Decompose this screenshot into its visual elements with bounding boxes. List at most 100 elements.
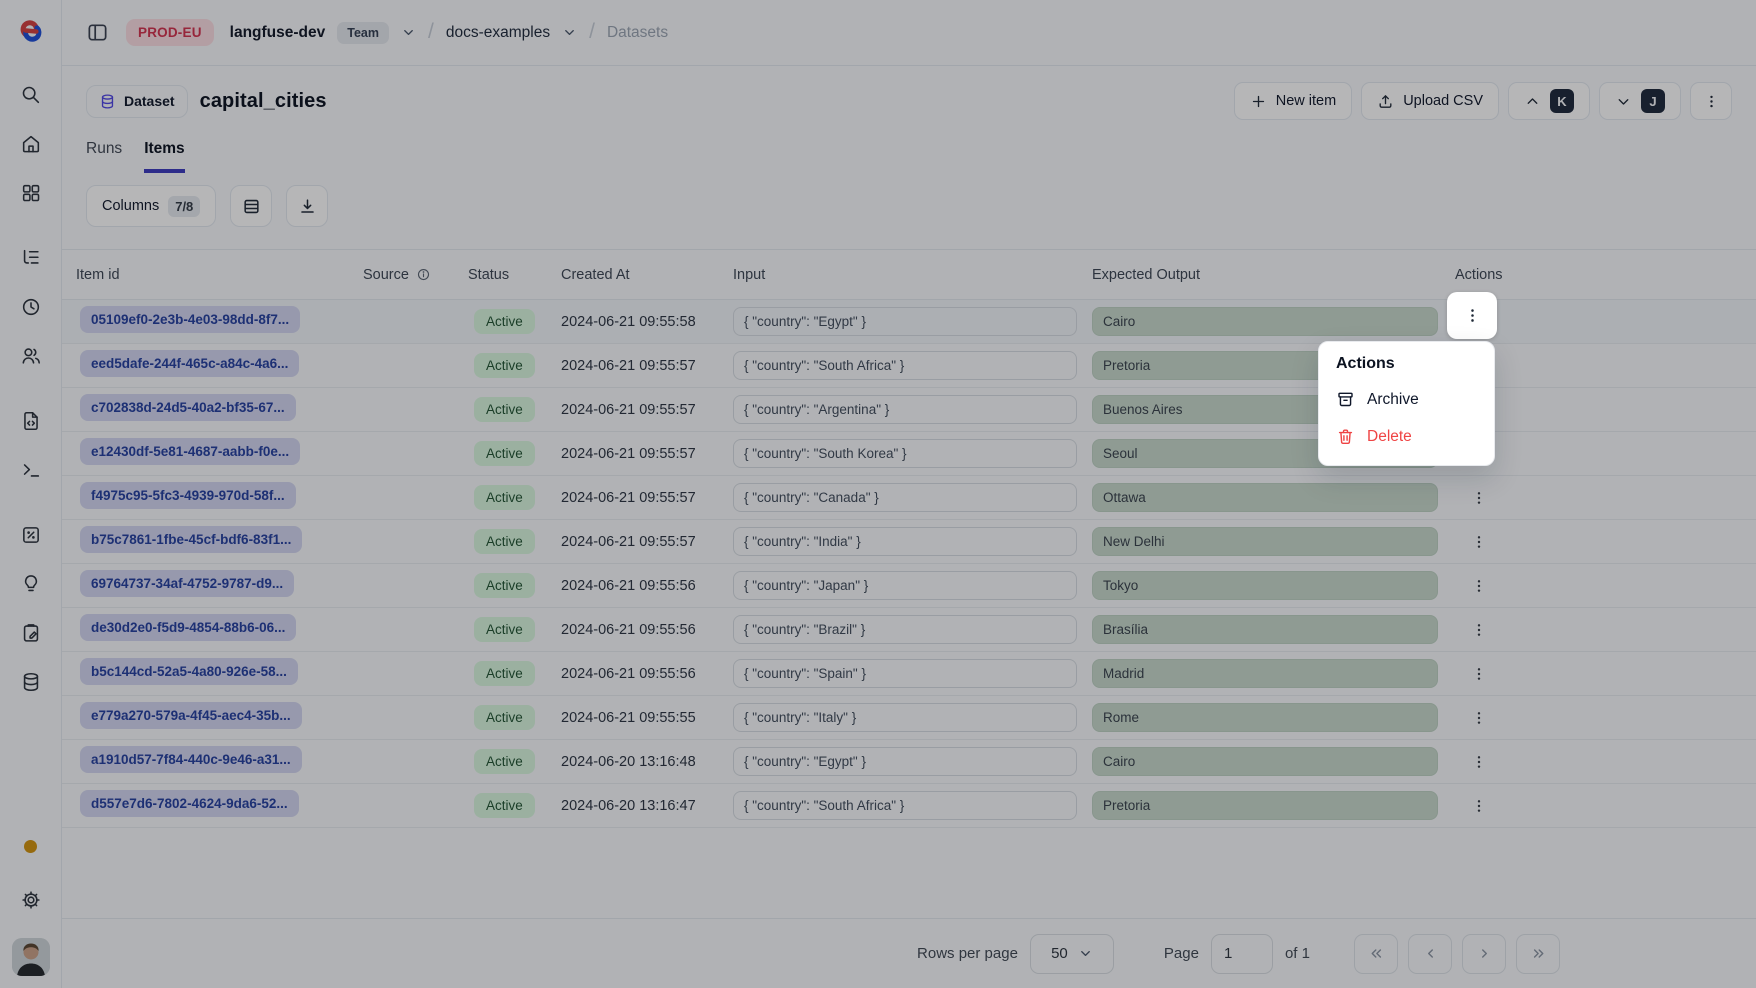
table-row[interactable]: b5c144cd-52a5-4a80-926e-58... Active 202… [62,652,1756,696]
rows-per-page-select[interactable]: 50 [1029,933,1114,974]
item-id-pill[interactable]: eed5dafe-244f-465c-a84c-4a6... [80,349,300,377]
created-at-cell: 2024-06-21 09:55:56 [561,665,696,682]
columns-button[interactable]: Columns 7/8 [86,185,217,227]
tab-runs[interactable]: Runs [86,140,123,157]
expected-output-cell: Cairo [1092,307,1438,336]
tab-items[interactable]: Items [144,140,185,173]
item-id-pill[interactable]: b5c144cd-52a5-4a80-926e-58... [80,657,298,685]
status-dot [24,840,37,853]
item-id-pill[interactable]: e12430df-5e81-4687-aabb-f0e... [80,437,301,465]
item-id-pill[interactable]: f4975c95-5fc3-4939-970d-58f... [80,481,296,509]
row-actions-kebab-button[interactable] [1461,481,1497,515]
row-actions-kebab-button[interactable] [1461,613,1497,647]
status-badge: Active [474,661,535,686]
breadcrumb-divider: / [589,19,595,43]
archive-icon [1338,392,1353,407]
breadcrumb-org[interactable]: langfuse-dev [229,23,326,41]
table-row[interactable]: f4975c95-5fc3-4939-970d-58f... Active 20… [62,476,1756,520]
breadcrumb-project[interactable]: docs-examples [445,23,551,41]
table-row[interactable]: b75c7861-1fbe-45cf-bdf6-83f1... Active 2… [62,520,1756,564]
status-badge: Active [474,705,535,730]
table-row[interactable]: 69764737-34af-4752-9787-d9... Active 202… [62,564,1756,608]
next-item-button[interactable]: J [1599,82,1681,120]
export-download-button[interactable] [286,185,329,227]
new-item-button[interactable]: New item [1233,82,1353,120]
playground-terminal-icon[interactable] [10,449,52,491]
prompts-file-code-icon[interactable] [10,400,52,442]
topbar: PROD-EU langfuse-dev Team / docs-example… [62,0,1756,66]
col-header-source[interactable]: Source [363,267,468,283]
row-actions-kebab-button[interactable] [1461,701,1497,735]
table-header-row: Item id Source Status Created At Input E… [62,250,1756,300]
created-at-cell: 2024-06-21 09:55:56 [561,577,696,594]
kebab-menu-icon [1477,755,1481,768]
user-avatar[interactable] [11,938,50,976]
menu-item-delete[interactable]: Delete [1319,418,1494,455]
table-row[interactable]: d557e7d6-7802-4624-9da6-52... Active 202… [62,784,1756,828]
first-page-button[interactable] [1354,933,1398,974]
langfuse-logo-icon[interactable] [16,16,46,46]
org-chevron-down-icon[interactable] [401,25,416,40]
sessions-clock-icon[interactable] [10,286,52,328]
home-icon[interactable] [10,123,52,165]
row-actions-kebab-button[interactable] [1461,569,1497,603]
table-row[interactable]: de30d2e0-f5d9-4854-88b6-06... Active 202… [62,608,1756,652]
search-icon[interactable] [10,74,52,116]
item-id-pill[interactable]: b75c7861-1fbe-45cf-bdf6-83f1... [80,525,303,553]
menu-item-archive[interactable]: Archive [1319,381,1494,418]
created-at-cell: 2024-06-21 09:55:57 [561,401,696,418]
col-header-input[interactable]: Input [733,266,766,283]
sidebar-toggle-icon[interactable] [80,16,114,50]
llm-judge-lightbulb-icon[interactable] [10,563,52,605]
item-id-pill[interactable]: 05109ef0-2e3b-4e03-98dd-8f7... [80,305,301,333]
chevron-up-icon [1527,97,1538,104]
table-row[interactable]: a1910d57-7f84-440c-9e46-a31... Active 20… [62,740,1756,784]
breadcrumb-section[interactable]: Datasets [606,23,669,41]
upload-csv-button[interactable]: Upload CSV [1361,82,1499,120]
col-header-expected-output[interactable]: Expected Output [1092,266,1201,283]
row-actions-kebab-button[interactable] [1461,657,1497,691]
item-id-pill[interactable]: e779a270-579a-4f45-aec4-35b... [80,701,302,729]
row-actions-kebab-button[interactable] [1461,525,1497,559]
annotation-clipboard-icon[interactable] [10,612,52,654]
page-number-input[interactable] [1210,933,1273,974]
row-actions-kebab-button[interactable] [1461,789,1497,823]
dataset-more-actions-button[interactable] [1690,82,1732,120]
header-actions: New item Upload CSV K J [1233,82,1732,120]
col-header-created-at[interactable]: Created At [561,266,630,283]
kebab-menu-icon [1477,491,1481,504]
prev-page-button[interactable] [1408,933,1452,974]
upload-icon [1379,94,1392,108]
evaluators-percent-icon[interactable] [10,514,52,556]
prev-item-button[interactable]: K [1508,82,1590,120]
table-row[interactable]: e779a270-579a-4f45-aec4-35b... Active 20… [62,696,1756,740]
item-id-pill[interactable]: d557e7d6-7802-4624-9da6-52... [80,789,299,817]
created-at-cell: 2024-06-21 09:55:57 [561,489,696,506]
table-row[interactable]: eed5dafe-244f-465c-a84c-4a6... Active 20… [62,344,1756,388]
datasets-database-icon[interactable] [10,661,52,703]
row-height-button[interactable] [230,185,273,227]
project-chevron-down-icon[interactable] [562,25,577,40]
expected-output-cell: Cairo [1092,747,1438,776]
item-id-pill[interactable]: de30d2e0-f5d9-4854-88b6-06... [80,613,297,641]
tracing-icon[interactable] [10,237,52,279]
info-icon [417,268,430,281]
settings-gear-icon[interactable] [10,879,52,921]
input-cell: { "country": "Egypt" } [733,747,1077,776]
row-actions-kebab-button[interactable] [1461,745,1497,779]
status-badge: Active [474,793,535,818]
item-id-pill[interactable]: a1910d57-7f84-440c-9e46-a31... [80,745,302,773]
users-icon[interactable] [10,335,52,377]
expected-output-cell: Rome [1092,703,1438,732]
status-badge: Active [474,353,535,378]
dashboards-icon[interactable] [10,172,52,214]
next-page-button[interactable] [1462,933,1506,974]
col-header-item-id[interactable]: Item id [76,266,120,283]
item-id-pill[interactable]: 69764737-34af-4752-9787-d9... [80,569,295,597]
col-header-status[interactable]: Status [468,266,510,283]
item-id-pill[interactable]: c702838d-24d5-40a2-bf35-67... [80,393,296,421]
menu-title: Actions [1336,355,1395,372]
active-row-actions-button[interactable] [1447,292,1497,339]
last-page-button[interactable] [1516,933,1560,974]
